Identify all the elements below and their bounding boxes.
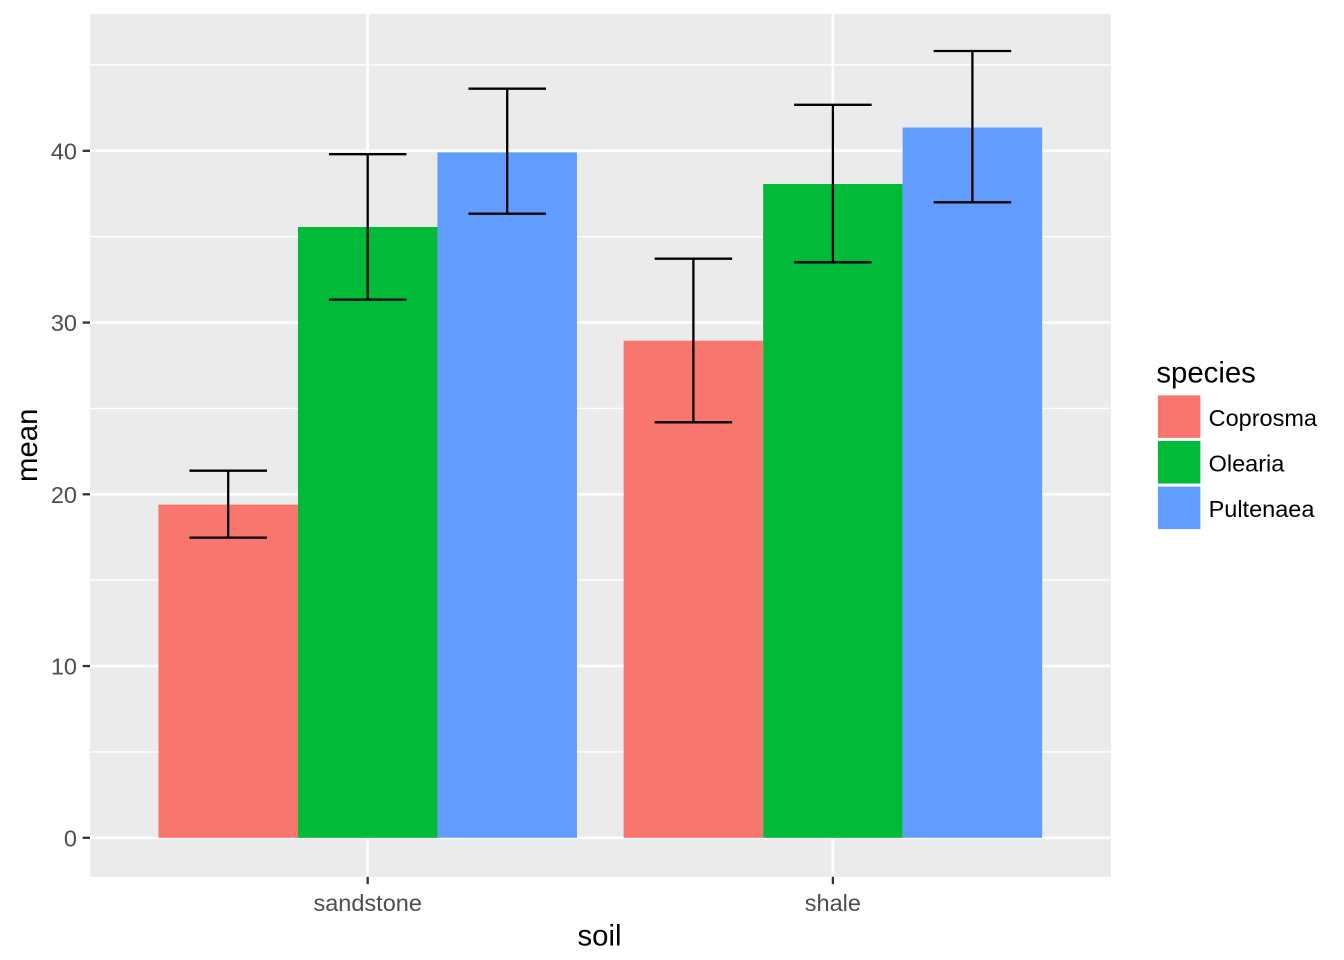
svg-text:Pultenaea: Pultenaea (1209, 496, 1316, 522)
svg-text:0: 0 (64, 825, 77, 851)
svg-text:soil: soil (577, 920, 621, 953)
svg-text:mean: mean (11, 409, 44, 482)
svg-text:shale: shale (805, 890, 861, 916)
svg-text:30: 30 (51, 310, 77, 336)
svg-text:20: 20 (51, 482, 77, 508)
svg-text:sandstone: sandstone (313, 890, 421, 916)
svg-text:Olearia: Olearia (1209, 450, 1286, 476)
svg-text:Coprosma: Coprosma (1209, 405, 1318, 431)
svg-text:species: species (1156, 357, 1255, 390)
svg-text:10: 10 (51, 654, 77, 680)
svg-text:40: 40 (51, 138, 77, 164)
